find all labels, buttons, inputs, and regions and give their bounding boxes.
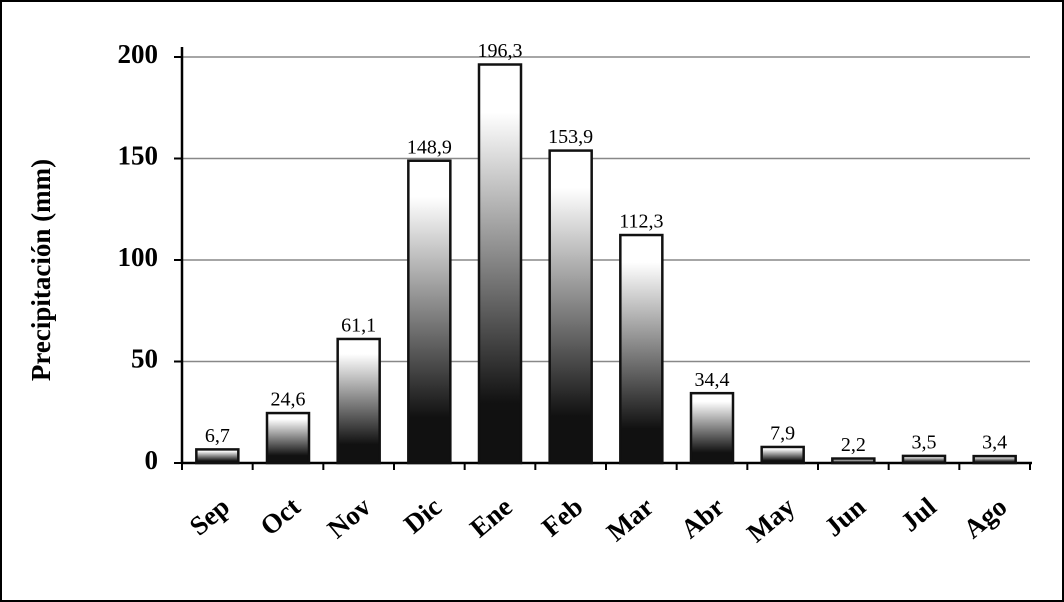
value-label: 24,6 bbox=[271, 389, 306, 411]
bar bbox=[477, 63, 523, 465]
value-label: 6,7 bbox=[205, 425, 230, 447]
bar bbox=[831, 457, 876, 465]
y-tick-label: 0 bbox=[145, 445, 159, 475]
y-tick-label: 100 bbox=[118, 242, 159, 272]
value-label: 2,2 bbox=[841, 434, 866, 456]
bar bbox=[407, 159, 452, 465]
value-label: 3,4 bbox=[982, 432, 1007, 454]
value-label: 34,4 bbox=[695, 369, 730, 391]
value-label: 196,3 bbox=[478, 40, 523, 62]
value-label: 61,1 bbox=[341, 315, 376, 337]
y-tick-label: 200 bbox=[118, 39, 159, 69]
value-label: 7,9 bbox=[770, 423, 795, 445]
bar bbox=[195, 448, 240, 465]
value-label: 148,9 bbox=[407, 136, 452, 158]
y-axis-label: Precipitación (mm) bbox=[26, 159, 56, 381]
bar bbox=[548, 149, 593, 465]
bar bbox=[972, 454, 1017, 465]
y-tick-label: 150 bbox=[118, 141, 159, 171]
value-label: 3,5 bbox=[912, 431, 937, 453]
bar bbox=[336, 337, 381, 465]
bar bbox=[760, 445, 805, 465]
bar bbox=[901, 454, 947, 465]
bar bbox=[689, 391, 735, 465]
bar bbox=[265, 411, 311, 465]
bar bbox=[619, 233, 664, 465]
y-tick-label: 50 bbox=[131, 344, 158, 374]
value-label: 153,9 bbox=[548, 126, 593, 148]
value-label: 112,3 bbox=[619, 211, 663, 233]
